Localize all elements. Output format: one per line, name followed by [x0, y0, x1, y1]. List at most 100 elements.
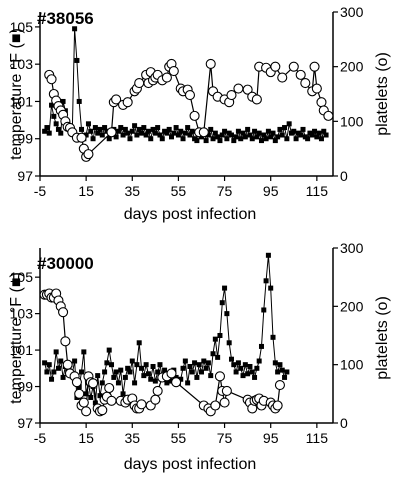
temperature-point: [284, 136, 290, 142]
temperature-point: [247, 363, 253, 369]
temperature-point: [155, 125, 161, 131]
temperature-point: [132, 123, 138, 129]
temperature-point: [180, 365, 186, 371]
temperature-point: [284, 369, 290, 375]
platelets-point: [166, 368, 177, 379]
temperature-point: [212, 336, 218, 342]
temperature-point: [272, 138, 278, 144]
temperature-point: [219, 132, 225, 138]
platelets-point: [184, 90, 196, 101]
platelets-point: [221, 385, 232, 396]
temperature-point: [194, 138, 200, 144]
temperature-point: [53, 121, 59, 127]
temperature-point: [118, 125, 124, 131]
temperature-point: [81, 349, 87, 355]
temperature-point: [258, 138, 264, 144]
temperature-point: [252, 128, 258, 134]
y-tick-label-left: 99: [17, 379, 33, 395]
temperature-point: [205, 132, 211, 138]
temperature-point: [134, 362, 140, 368]
temperature-point: [99, 132, 105, 138]
platelets-point: [60, 336, 71, 347]
temperature-point: [143, 132, 149, 138]
temperature-point: [249, 136, 255, 142]
temperature-point: [49, 376, 55, 382]
temperature-point: [79, 126, 85, 132]
platelets-point: [104, 382, 115, 394]
temperature-point: [139, 130, 145, 136]
y-tick-label-left: 105: [10, 269, 34, 285]
x-tick-label: 15: [78, 430, 94, 446]
x-tick-label: 115: [306, 430, 329, 446]
temperature-point: [178, 376, 184, 382]
platelets-point: [58, 307, 69, 318]
temperature-point: [157, 362, 163, 368]
temperature-point: [136, 126, 142, 132]
y-tick-label-right: 300: [340, 4, 364, 20]
temperature-point: [309, 132, 315, 138]
temperature-point: [44, 369, 50, 375]
x-tick-label: 75: [217, 183, 233, 199]
temperature-point: [261, 307, 267, 313]
temperature-point: [106, 347, 112, 353]
temperature-point: [166, 126, 172, 132]
temperature-point: [265, 252, 271, 258]
temperature-point: [97, 393, 103, 399]
temperature-point: [148, 136, 154, 142]
temperature-point: [203, 138, 209, 144]
temperature-point: [282, 374, 288, 380]
temperature-point: [115, 128, 121, 134]
temperature-point: [44, 125, 50, 131]
temperature-point: [245, 371, 251, 377]
temperature-point: [300, 126, 306, 132]
temperature-point: [194, 374, 200, 380]
platelets-point: [71, 377, 82, 388]
temperature-point: [150, 363, 156, 369]
temperature-point: [263, 136, 269, 142]
temperature-point: [92, 400, 98, 406]
temperature-point: [141, 125, 147, 131]
temperature-point: [185, 380, 191, 386]
temperature-point: [185, 125, 191, 131]
temperature-point: [291, 128, 297, 134]
x-tick-label: 115: [306, 183, 329, 199]
temperature-point: [242, 134, 248, 140]
y-tick-label-left: 97: [17, 168, 33, 184]
x-tick-label: 35: [124, 183, 140, 199]
xlabel: days post infection: [124, 456, 257, 473]
temperature-point: [180, 136, 186, 142]
temperature-point: [173, 125, 179, 131]
temperature-point: [83, 132, 89, 138]
temperature-point: [143, 362, 149, 368]
y-tick-label-left: 101: [10, 342, 34, 358]
temperature-point: [159, 136, 165, 142]
x-tick-label: 75: [217, 430, 233, 446]
temperature-point: [212, 130, 218, 136]
temperature-point: [55, 365, 61, 371]
temperature-point: [228, 356, 234, 362]
temperature-point: [113, 134, 119, 140]
temperature-point: [164, 380, 170, 386]
temperature-point: [129, 358, 135, 364]
temperature-point: [125, 130, 131, 136]
temperature-point: [323, 132, 329, 138]
y-tick-label-left: 101: [10, 93, 34, 109]
temperature-point: [58, 358, 64, 364]
platelets-point: [214, 371, 226, 382]
platelets-point: [210, 400, 221, 411]
temperature-point: [127, 369, 133, 375]
xlabel: days post infection: [124, 206, 257, 223]
temperature-point: [275, 369, 281, 375]
y-tick-label-right: 100: [340, 113, 364, 129]
temperature-point: [205, 360, 211, 366]
platelets-point: [152, 385, 163, 396]
temperature-point: [318, 136, 324, 142]
temperature-point: [298, 132, 304, 138]
platelets-point: [150, 394, 161, 405]
x-tick-label: 15: [78, 183, 94, 199]
temperature-point: [132, 380, 138, 386]
temperature-point: [127, 136, 133, 142]
y-tick-label-right: 200: [340, 298, 364, 314]
temperature-point: [178, 128, 184, 134]
temperature-point: [268, 285, 274, 291]
